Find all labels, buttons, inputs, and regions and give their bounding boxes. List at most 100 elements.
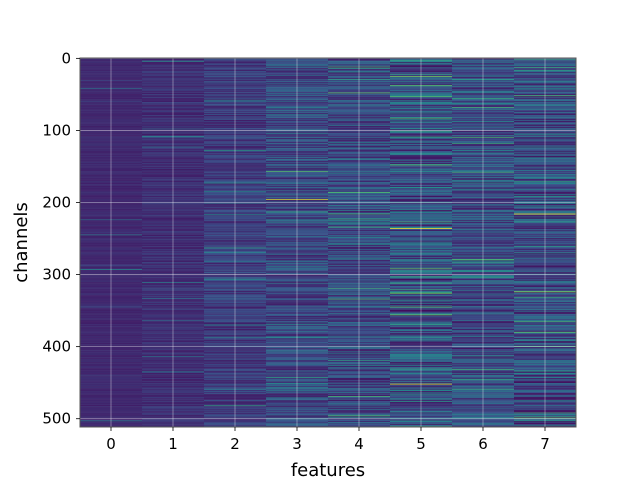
- heatmap-cell: [266, 303, 329, 305]
- heatmap-cell: [514, 353, 577, 355]
- heatmap-cell: [80, 270, 143, 272]
- heatmap-cell: [80, 392, 143, 394]
- heatmap-cell: [514, 355, 577, 357]
- heatmap-cell: [514, 188, 577, 190]
- heatmap-cell: [204, 104, 267, 106]
- heatmap-cell: [514, 139, 577, 141]
- heatmap-cell: [204, 383, 267, 385]
- heatmap-cell: [452, 228, 515, 230]
- heatmap-cell: [390, 277, 453, 279]
- heatmap-cell: [514, 215, 577, 217]
- heatmap-cell: [142, 330, 205, 332]
- heatmap-cell: [204, 105, 267, 107]
- heatmap-cell: [452, 397, 515, 399]
- heatmap-cell: [514, 173, 577, 175]
- heatmap-cell: [328, 339, 391, 341]
- heatmap-cell: [328, 204, 391, 206]
- heatmap-cell: [266, 211, 329, 213]
- heatmap-cell: [328, 328, 391, 330]
- heatmap-cell: [80, 381, 143, 383]
- heatmap-cell: [80, 127, 143, 129]
- heatmap-cell: [390, 147, 453, 149]
- heatmap-cell: [328, 107, 391, 109]
- heatmap-cell: [80, 301, 143, 303]
- heatmap-cell: [390, 262, 453, 264]
- heatmap-cell: [328, 398, 391, 400]
- heatmap-cell: [452, 347, 515, 349]
- heatmap-cell: [514, 114, 577, 116]
- heatmap-cell: [452, 261, 515, 263]
- heatmap-cell: [452, 292, 515, 294]
- heatmap-cell: [328, 252, 391, 254]
- heatmap-cell: [390, 104, 453, 106]
- heatmap-cell: [204, 70, 267, 72]
- heatmap-cell: [204, 111, 267, 113]
- heatmap-cell: [452, 252, 515, 254]
- heatmap-cell: [142, 354, 205, 356]
- heatmap-cell: [514, 387, 577, 389]
- heatmap-cell: [80, 75, 143, 77]
- heatmap-cell: [514, 214, 577, 216]
- heatmap-cell: [514, 66, 577, 68]
- heatmap-cell: [204, 176, 267, 178]
- heatmap-cell: [514, 272, 577, 274]
- heatmap-cell: [80, 298, 143, 300]
- heatmap-cell: [266, 145, 329, 147]
- heatmap-cell: [390, 118, 453, 120]
- heatmap-cell: [390, 296, 453, 298]
- heatmap-cell: [204, 241, 267, 243]
- heatmap-cell: [514, 119, 577, 121]
- heatmap-cell: [328, 337, 391, 339]
- heatmap-cell: [266, 275, 329, 277]
- heatmap-cell: [390, 145, 453, 147]
- heatmap-cell: [204, 311, 267, 313]
- heatmap-cell: [142, 425, 205, 427]
- heatmap-cell: [390, 225, 453, 227]
- heatmap-cell: [390, 155, 453, 157]
- heatmap-cell: [328, 174, 391, 176]
- heatmap-cell: [452, 399, 515, 401]
- heatmap-cell: [514, 306, 577, 308]
- heatmap-cell: [266, 124, 329, 126]
- heatmap-cell: [452, 143, 515, 145]
- heatmap-cell: [452, 70, 515, 72]
- heatmap-cell: [80, 416, 143, 418]
- heatmap-cell: [514, 396, 577, 398]
- heatmap-cell: [80, 208, 143, 210]
- heatmap-cell: [204, 236, 267, 238]
- heatmap-cell: [514, 101, 577, 103]
- heatmap-cell: [80, 119, 143, 121]
- heatmap-cell: [266, 266, 329, 268]
- heatmap-cell: [266, 60, 329, 62]
- heatmap-cell: [390, 73, 453, 75]
- heatmap-cell: [204, 220, 267, 222]
- heatmap-cell: [328, 357, 391, 359]
- heatmap-cell: [80, 70, 143, 72]
- heatmap-cell: [142, 217, 205, 219]
- heatmap-cell: [266, 111, 329, 113]
- heatmap-cell: [204, 256, 267, 258]
- heatmap-cell: [514, 86, 577, 88]
- heatmap-cell: [266, 256, 329, 258]
- heatmap-cell: [80, 326, 143, 328]
- heatmap-cell: [142, 375, 205, 377]
- heatmap-cell: [328, 127, 391, 129]
- heatmap-cell: [142, 344, 205, 346]
- heatmap-cell: [204, 290, 267, 292]
- heatmap-cell: [266, 289, 329, 291]
- heatmap-cell: [266, 272, 329, 274]
- heatmap-cell: [328, 69, 391, 71]
- heatmap-cell: [204, 125, 267, 127]
- heatmap-cell: [390, 389, 453, 391]
- heatmap-cell: [452, 123, 515, 125]
- heatmap-cell: [328, 205, 391, 207]
- heatmap-cell: [390, 331, 453, 333]
- heatmap-cell: [204, 148, 267, 150]
- heatmap-cell: [80, 247, 143, 249]
- heatmap-cell: [328, 119, 391, 121]
- heatmap-cell: [328, 115, 391, 117]
- heatmap-cell: [514, 300, 577, 302]
- heatmap-cell: [452, 341, 515, 343]
- heatmap-cell: [80, 113, 143, 115]
- heatmap-cell: [142, 308, 205, 310]
